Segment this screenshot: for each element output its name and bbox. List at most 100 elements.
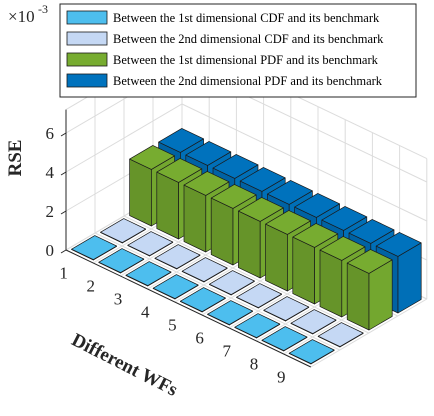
axes	[60, 109, 312, 368]
bar-front-face	[292, 236, 315, 305]
bar	[152, 274, 199, 300]
bars	[71, 128, 422, 365]
bar-front-face	[183, 184, 207, 253]
bar-top-face	[346, 249, 393, 274]
bar	[263, 296, 310, 322]
grid-line-series	[123, 75, 370, 334]
bar-top-face	[375, 232, 422, 257]
bar-top-face	[156, 158, 203, 183]
bar-top-face	[236, 283, 282, 308]
bar-top-face	[294, 193, 340, 218]
bar-top-face	[152, 274, 199, 299]
bar-top-face	[212, 154, 259, 179]
bar	[154, 244, 201, 270]
x-tick-label: 6	[195, 329, 204, 348]
bar-top-face	[125, 261, 172, 286]
bar-top-face	[154, 244, 201, 269]
x-tick-label: 3	[114, 290, 123, 309]
bar-top-face	[267, 180, 313, 205]
bar-top-face	[319, 236, 366, 261]
bar	[290, 309, 337, 335]
bar-top-face	[183, 171, 230, 196]
bar-top-face	[239, 167, 286, 192]
bar-top-face	[321, 206, 368, 231]
bar	[125, 261, 172, 287]
y-tick-label: 2	[46, 202, 55, 221]
bar-front-face	[319, 249, 343, 318]
bar	[127, 231, 174, 257]
legend-swatch	[66, 10, 108, 25]
bar-top-face	[158, 128, 204, 153]
bar-front-face	[238, 210, 261, 279]
bar-front-face	[265, 223, 288, 292]
bar-top-face	[209, 270, 255, 295]
bar	[288, 339, 335, 365]
legend-label: Between the 2nd dimensional CDF and its …	[113, 32, 384, 46]
y-tick-label: 0	[46, 241, 55, 260]
bar	[209, 270, 255, 296]
legend-label: Between the 1st dimensional PDF and its …	[113, 53, 379, 67]
bar	[181, 257, 228, 283]
grid-line-series	[94, 92, 341, 351]
bar-top-face	[185, 141, 232, 166]
bar-front-face	[156, 171, 179, 240]
legend-box	[59, 3, 417, 98]
bar-top-face	[261, 326, 308, 351]
x-tick-label: 5	[168, 316, 177, 335]
bar	[317, 322, 364, 348]
legend-label: Between the 2nd dimensional PDF and its …	[113, 74, 383, 88]
bar-top-face	[71, 235, 117, 260]
y-tick-mark	[60, 210, 67, 215]
bar-top-face	[234, 313, 281, 338]
y-tick-mark	[60, 171, 67, 176]
bar	[346, 249, 393, 331]
legend-label: Between the 1st dimensional CDF and its …	[113, 11, 380, 25]
bar-top-face	[263, 296, 310, 321]
bar-top-face	[348, 219, 395, 244]
x-axis-title: Different WFs	[68, 329, 181, 400]
x-tick-label: 9	[277, 368, 286, 387]
bar-top-face	[288, 339, 335, 364]
legend-swatch	[66, 31, 108, 46]
bar-top-face	[98, 248, 145, 273]
bar	[261, 326, 308, 352]
legend-swatch	[66, 73, 108, 88]
x-tick-label: 1	[59, 264, 68, 283]
y-axis-title: RSE	[5, 140, 26, 177]
y-exponent-power: -3	[38, 2, 48, 16]
bar-top-face	[238, 197, 284, 222]
bar-top-face	[207, 300, 253, 325]
bar	[234, 313, 281, 339]
y-exponent-base: ×10	[8, 7, 35, 26]
x-tick-label: 4	[141, 303, 150, 322]
bar-top-face	[127, 231, 174, 256]
y-tick-mark	[60, 132, 67, 137]
bar-front-face	[210, 197, 234, 266]
x-tick-label: 8	[250, 355, 259, 374]
bar	[180, 287, 226, 313]
bar-top-face	[265, 210, 311, 235]
legend-swatch	[66, 52, 108, 67]
bar-top-face	[129, 145, 175, 170]
bar-top-face	[290, 309, 337, 334]
y-exponent: ×10 -3	[8, 2, 48, 26]
bar-front-face	[346, 262, 370, 331]
y-tick-label: 4	[46, 163, 55, 182]
bar	[71, 235, 117, 261]
x-tick-label: 7	[223, 342, 232, 361]
bar-top-face	[181, 257, 228, 282]
x-axis-line	[65, 249, 312, 368]
bar-top-face	[180, 287, 226, 312]
bar	[207, 300, 253, 326]
bar-front-face	[129, 158, 152, 227]
bar	[98, 248, 145, 274]
bar	[100, 218, 146, 244]
y-tick-label: 6	[46, 124, 55, 143]
y-tick-mark	[60, 249, 67, 254]
legend: Between the 1st dimensional CDF and its …	[59, 3, 417, 98]
bar-top-face	[292, 223, 339, 248]
bar-top-face	[100, 218, 146, 243]
x-tick-label: 2	[87, 277, 96, 296]
